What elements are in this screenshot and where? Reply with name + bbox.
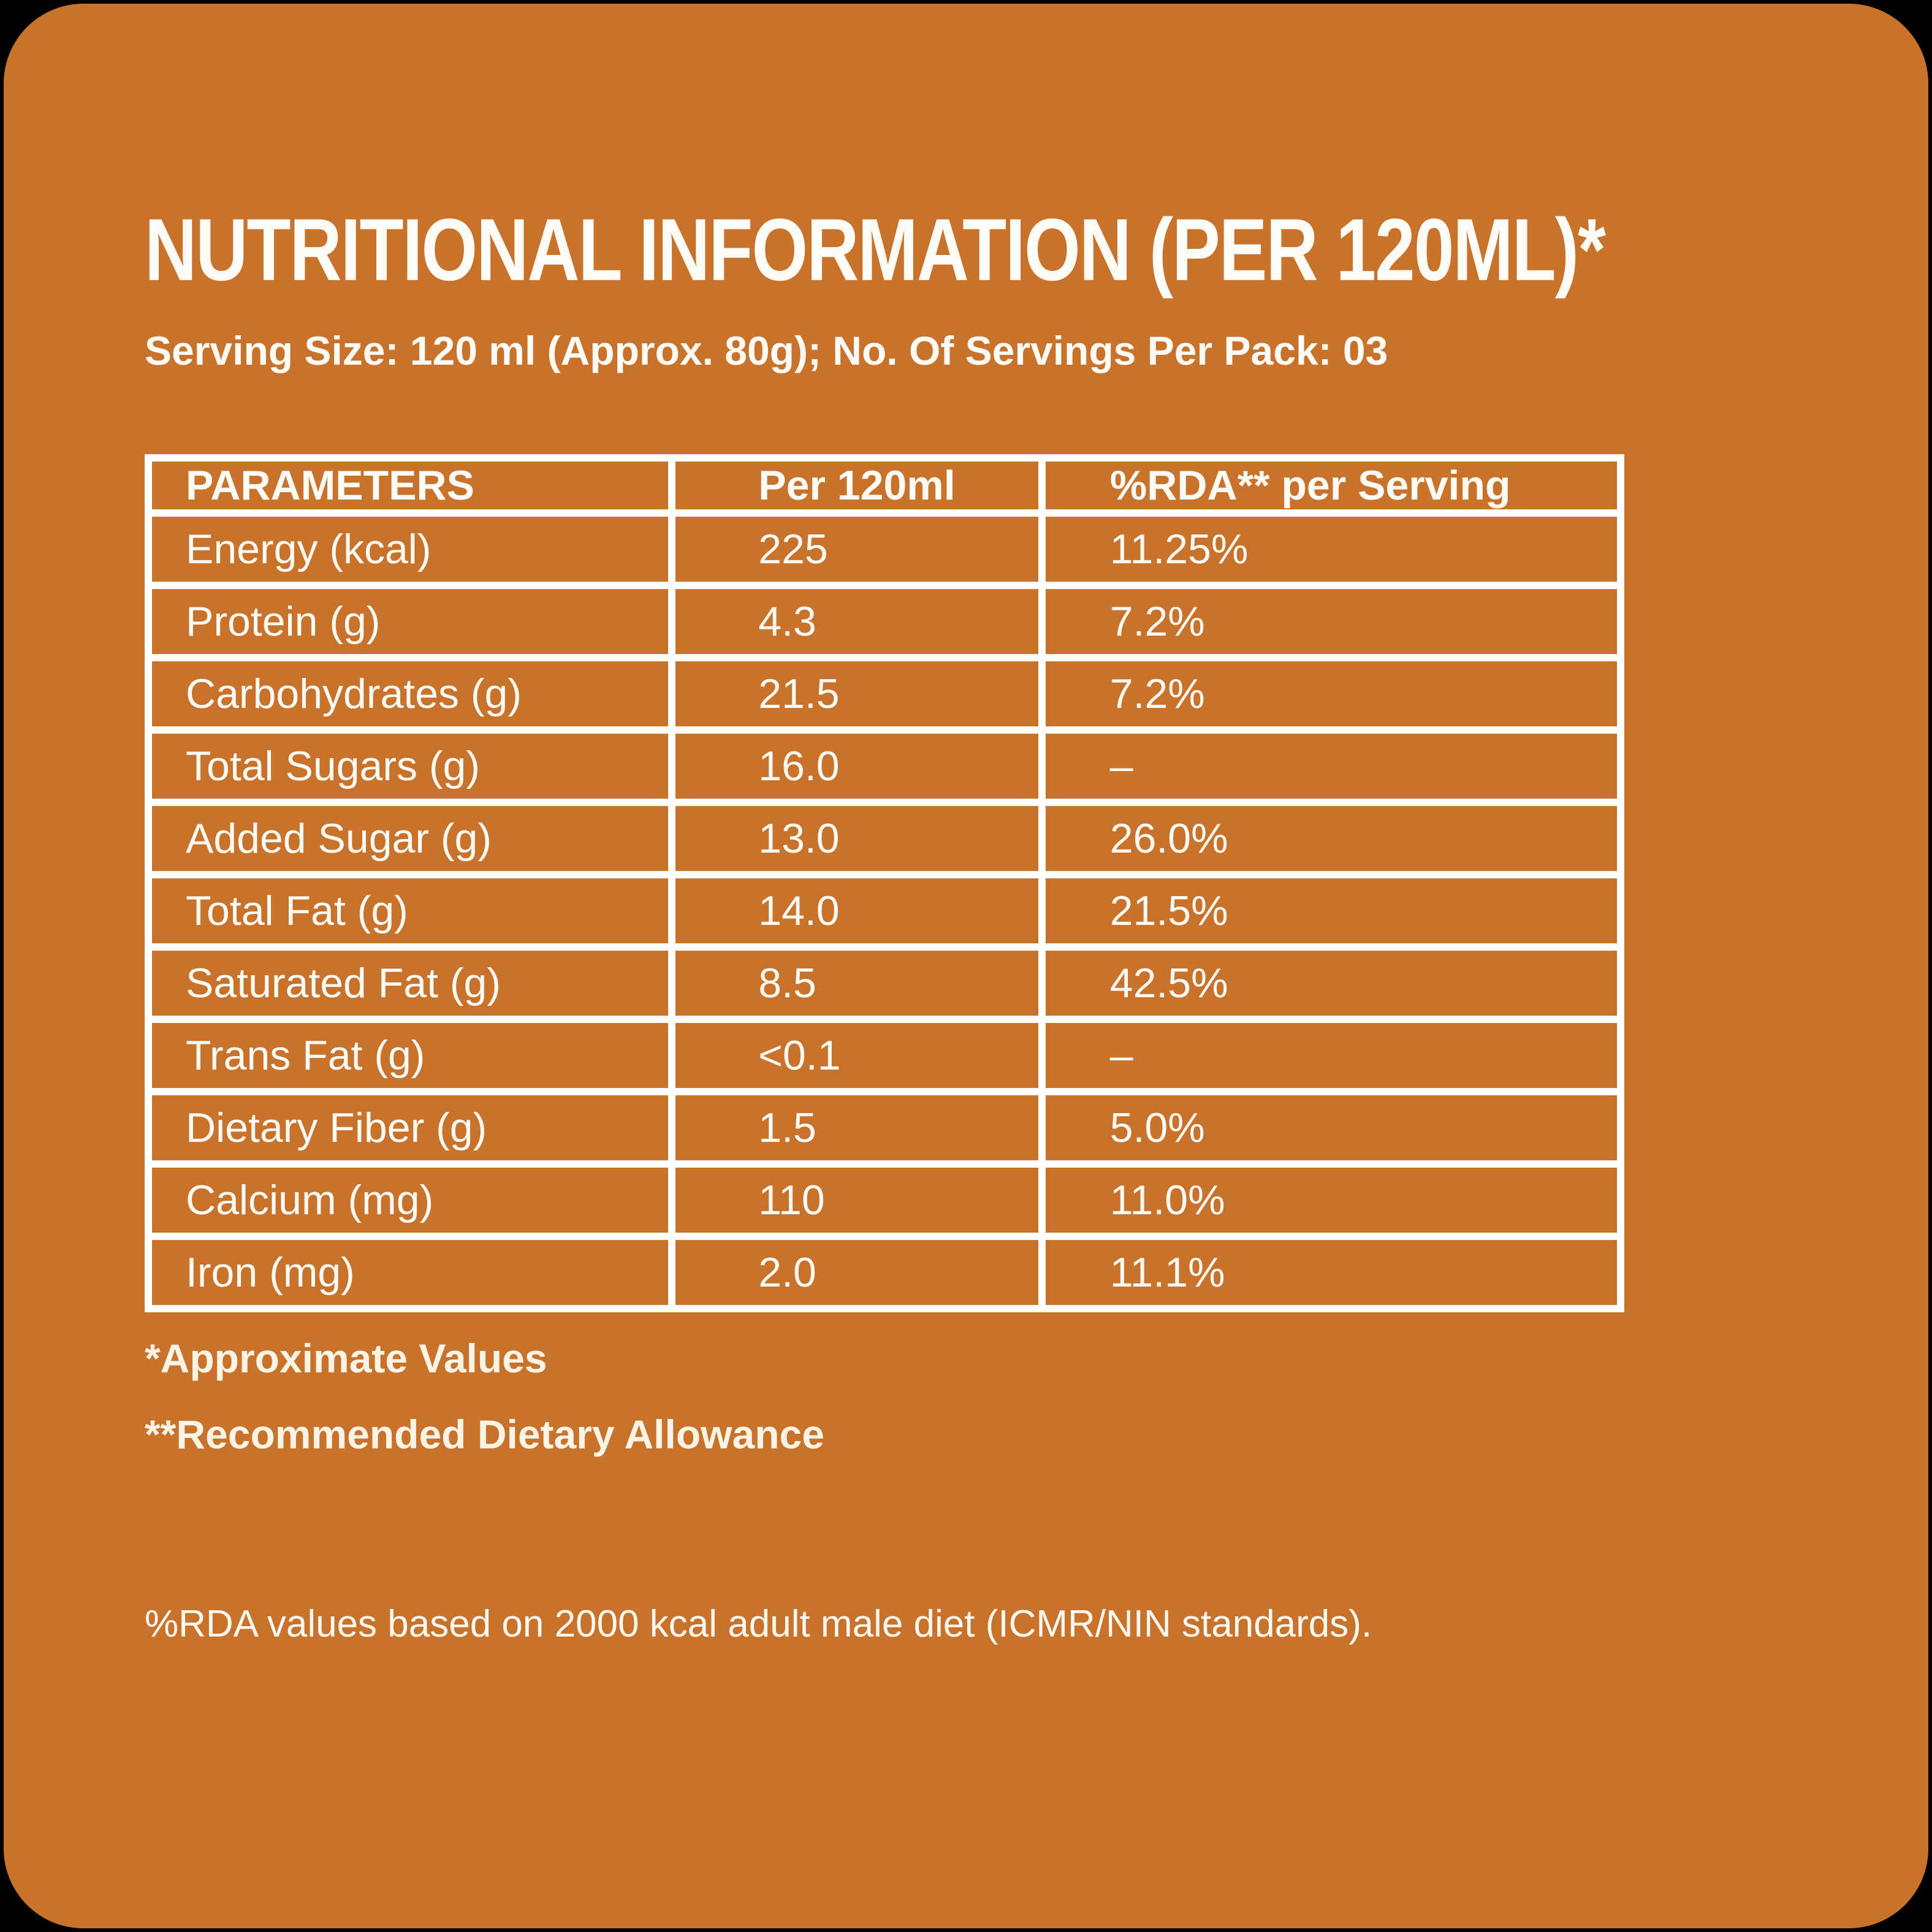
cell-per-120ml: 110 (675, 1168, 1038, 1233)
cell-rda: 11.25% (1045, 517, 1617, 582)
table-row: Calcium (mg) 110 11.0% (152, 1168, 1617, 1233)
cell-per-120ml: 1.5 (675, 1095, 1038, 1160)
cell-parameter: Added Sugar (g) (152, 806, 669, 871)
cell-per-120ml: <0.1 (675, 1023, 1038, 1088)
cell-per-120ml: 4.3 (675, 589, 1038, 654)
cell-rda: 5.0% (1045, 1095, 1617, 1160)
table-row: Saturated Fat (g) 8.5 42.5% (152, 951, 1617, 1016)
cell-per-120ml: 225 (675, 517, 1038, 582)
col-header-per-120ml: Per 120ml (675, 462, 1038, 509)
table-row: Carbohydrates (g) 21.5 7.2% (152, 661, 1617, 726)
table-row: Protein (g) 4.3 7.2% (152, 589, 1617, 654)
table-header-row: PARAMETERS Per 120ml %RDA** per Serving (152, 462, 1617, 509)
table-row: Total Fat (g) 14.0 21.5% (152, 878, 1617, 943)
table-row: Iron (mg) 2.0 11.1% (152, 1240, 1617, 1305)
cell-rda: 7.2% (1045, 661, 1617, 726)
table-row: Dietary Fiber (g) 1.5 5.0% (152, 1095, 1617, 1160)
table-row: Total Sugars (g) 16.0 – (152, 734, 1617, 799)
cell-per-120ml: 14.0 (675, 878, 1038, 943)
cell-parameter: Protein (g) (152, 589, 669, 654)
cell-rda: 21.5% (1045, 878, 1617, 943)
cell-rda: 42.5% (1045, 951, 1617, 1016)
cell-parameter: Saturated Fat (g) (152, 951, 669, 1016)
footnote-recommended-dietary-allowance: **Recommended Dietary Allowance (145, 1412, 824, 1457)
serving-size-info: Serving Size: 120 ml (Approx. 80g); No. … (145, 328, 1388, 373)
nutrition-label-card: NUTRITIONAL INFORMATION (PER 120ML)* Ser… (4, 4, 1928, 1928)
col-header-rda-per-serving: %RDA** per Serving (1045, 462, 1617, 509)
cell-parameter: Calcium (mg) (152, 1168, 669, 1233)
cell-rda: 11.1% (1045, 1240, 1617, 1305)
cell-rda: 11.0% (1045, 1168, 1617, 1233)
cell-per-120ml: 2.0 (675, 1240, 1038, 1305)
nutrition-table: PARAMETERS Per 120ml %RDA** per Serving … (145, 454, 1624, 1312)
cell-rda: – (1045, 1023, 1617, 1088)
table-row: Energy (kcal) 225 11.25% (152, 517, 1617, 582)
cell-rda: 26.0% (1045, 806, 1617, 871)
cell-per-120ml: 8.5 (675, 951, 1038, 1016)
cell-per-120ml: 13.0 (675, 806, 1038, 871)
page-title: NUTRITIONAL INFORMATION (PER 120ML)* (145, 200, 1606, 300)
cell-rda: 7.2% (1045, 589, 1617, 654)
cell-parameter: Trans Fat (g) (152, 1023, 669, 1088)
cell-parameter: Dietary Fiber (g) (152, 1095, 669, 1160)
cell-parameter: Total Sugars (g) (152, 734, 669, 799)
cell-rda: – (1045, 734, 1617, 799)
footnote-approximate-values: *Approximate Values (145, 1336, 547, 1381)
cell-parameter: Energy (kcal) (152, 517, 669, 582)
col-header-parameters: PARAMETERS (152, 462, 669, 509)
rda-basis-note: %RDA values based on 2000 kcal adult mal… (145, 1603, 1372, 1645)
table-row: Added Sugar (g) 13.0 26.0% (152, 806, 1617, 871)
cell-parameter: Carbohydrates (g) (152, 661, 669, 726)
table-row: Trans Fat (g) <0.1 – (152, 1023, 1617, 1088)
cell-parameter: Total Fat (g) (152, 878, 669, 943)
cell-per-120ml: 16.0 (675, 734, 1038, 799)
cell-per-120ml: 21.5 (675, 661, 1038, 726)
cell-parameter: Iron (mg) (152, 1240, 669, 1305)
